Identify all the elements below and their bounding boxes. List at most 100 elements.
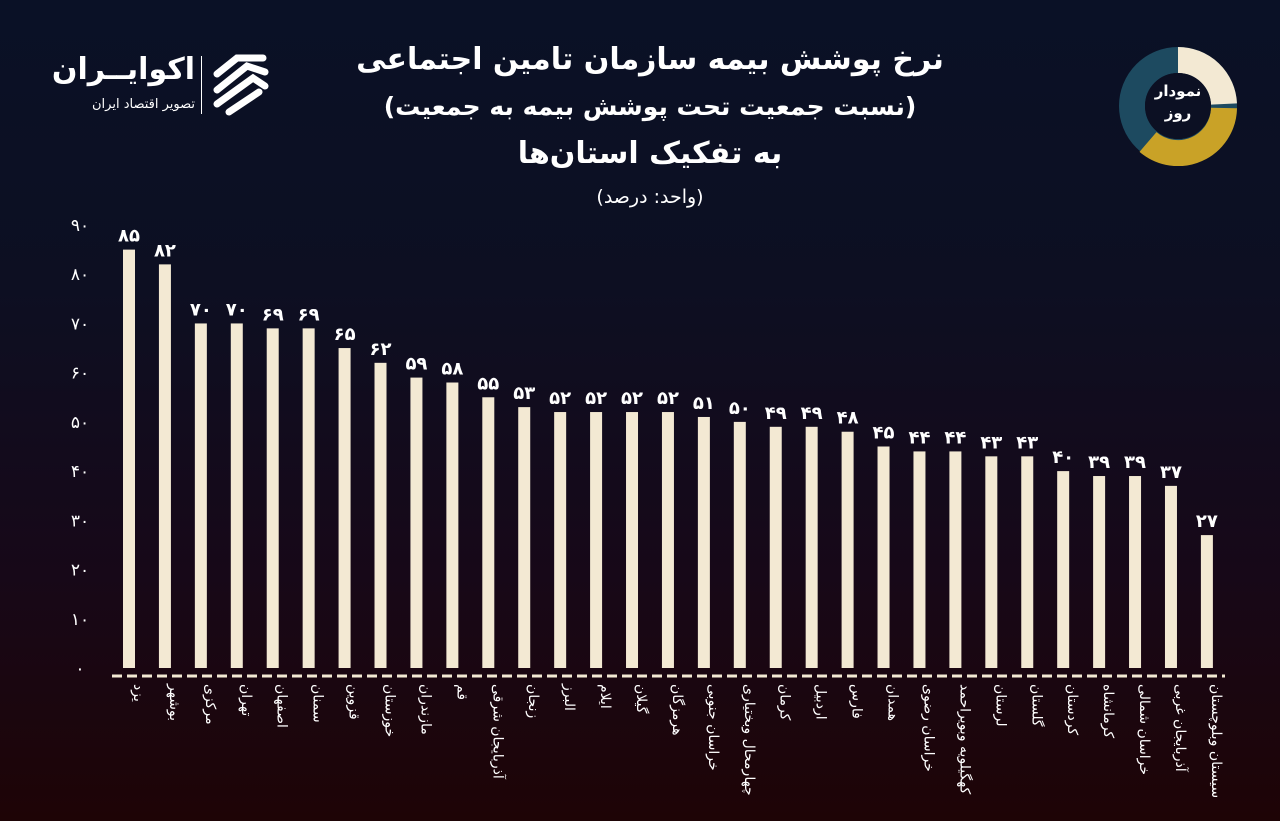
bar bbox=[482, 397, 495, 668]
data-label: ۴۴ bbox=[944, 427, 966, 448]
data-label: ۵۰ bbox=[729, 398, 751, 419]
y-tick-label: ۳۰ bbox=[71, 511, 89, 531]
data-label: ۵۲ bbox=[585, 388, 607, 409]
x-tick-label: لرستان bbox=[992, 684, 1008, 727]
data-label: ۳۷ bbox=[1160, 462, 1182, 483]
x-tick-label: مازندران bbox=[417, 684, 433, 735]
data-label: ۶۹ bbox=[298, 304, 320, 325]
data-label: ۷۰ bbox=[190, 299, 212, 320]
bar bbox=[661, 412, 674, 668]
bar bbox=[841, 431, 854, 668]
bar bbox=[626, 412, 639, 668]
y-tick-label: ۹۰ bbox=[71, 216, 89, 236]
data-label: ۴۹ bbox=[765, 403, 787, 424]
bar bbox=[266, 328, 279, 668]
x-tick-label: مرکزی bbox=[202, 684, 218, 725]
x-tick-label: چهارمحال وبختیاری bbox=[741, 684, 757, 796]
bar bbox=[1129, 476, 1142, 668]
x-tick-label: آذربایجان شرقی bbox=[489, 684, 506, 780]
bar bbox=[1200, 535, 1213, 668]
x-tick-label: اردبیل bbox=[813, 684, 829, 720]
bar bbox=[446, 382, 459, 668]
badge-line1: نمودار bbox=[1154, 82, 1202, 100]
bar bbox=[194, 323, 207, 668]
data-label: ۸۵ bbox=[118, 226, 140, 247]
bar bbox=[518, 407, 531, 668]
x-tick-label: کرمان bbox=[777, 684, 793, 721]
x-tick-label: زنجان bbox=[525, 684, 541, 718]
data-label: ۴۰ bbox=[1052, 447, 1074, 468]
x-tick-label: گیلان bbox=[633, 684, 650, 714]
data-label: ۷۰ bbox=[226, 299, 248, 320]
x-tick-label: یزد bbox=[130, 684, 146, 702]
logo-divider bbox=[201, 56, 202, 114]
data-label: ۲۷ bbox=[1196, 511, 1218, 532]
data-label: ۵۸ bbox=[441, 359, 463, 380]
x-tick-label: آذربایجان غربی bbox=[1172, 684, 1189, 773]
data-label: ۵۳ bbox=[513, 383, 535, 404]
chart-title: نرخ پوشش بیمه سازمان تامین اجتماعی bbox=[356, 42, 944, 77]
bar bbox=[302, 328, 315, 668]
x-tick-label: خراسان جنوبی bbox=[705, 684, 721, 771]
y-tick-label: ۵۰ bbox=[71, 413, 89, 433]
data-label: ۴۹ bbox=[801, 403, 823, 424]
data-label: ۶۹ bbox=[262, 304, 284, 325]
badge-text: نمودار روز bbox=[1138, 80, 1218, 124]
data-label: ۴۸ bbox=[837, 408, 859, 429]
y-tick-label: ۶۰ bbox=[71, 364, 89, 384]
x-tick-label: هرمزگان bbox=[669, 684, 686, 736]
x-tick-label: گلستان bbox=[1028, 684, 1045, 727]
data-label: ۵۱ bbox=[693, 393, 715, 414]
bar bbox=[230, 323, 243, 668]
bar bbox=[877, 446, 890, 668]
x-tick-label: کردستان bbox=[1064, 684, 1080, 735]
data-label: ۶۵ bbox=[334, 324, 356, 345]
x-tick-label: همدان bbox=[885, 684, 901, 721]
x-tick-label: کرمانشاه bbox=[1100, 684, 1116, 738]
bar bbox=[410, 377, 423, 668]
data-label: ۵۲ bbox=[621, 388, 643, 409]
unit-label: (واحد: درصد) bbox=[596, 186, 704, 208]
bar bbox=[1057, 471, 1070, 668]
x-tick-label: سیستان وبلوچستان bbox=[1208, 684, 1224, 798]
y-tick-label: ۲۰ bbox=[71, 561, 89, 581]
bar bbox=[158, 264, 171, 668]
bar bbox=[1021, 456, 1034, 668]
bar bbox=[949, 451, 962, 668]
data-label: ۶۲ bbox=[370, 339, 392, 360]
chart-subtitle: (نسبت جمعیت تحت پوشش بیمه به جمعیت) bbox=[383, 92, 917, 121]
bar bbox=[697, 416, 710, 668]
data-label: ۳۹ bbox=[1088, 452, 1110, 473]
x-tick-label: بوشهر bbox=[166, 683, 182, 721]
chart-subtitle-2: به تفکیک استان‌ها bbox=[517, 136, 783, 171]
bar bbox=[374, 362, 387, 668]
x-tick-label: خراسان رضوی bbox=[920, 684, 936, 772]
data-label: ۴۴ bbox=[908, 427, 930, 448]
data-label: ۵۵ bbox=[477, 373, 499, 394]
y-tick-label: ۸۰ bbox=[71, 265, 89, 285]
x-tick-label: فارس bbox=[849, 684, 865, 719]
x-tick-label: کهگیلویه وبویراحمد bbox=[956, 684, 973, 795]
data-label: ۴۵ bbox=[873, 423, 895, 444]
x-tick-label: البرز bbox=[561, 683, 577, 711]
x-tick-label: قزوین bbox=[346, 684, 362, 720]
y-tick-label: ۱۰ bbox=[71, 610, 89, 630]
data-label: ۸۲ bbox=[154, 240, 176, 261]
data-label: ۳۹ bbox=[1124, 452, 1146, 473]
logo-name: اکوایــران bbox=[51, 52, 195, 87]
x-tick-label: سمنان bbox=[310, 684, 326, 723]
logo-stripes-icon bbox=[213, 54, 269, 116]
bar bbox=[554, 412, 567, 668]
bar bbox=[733, 421, 746, 668]
data-label: ۵۲ bbox=[549, 388, 571, 409]
y-tick-label: ۴۰ bbox=[71, 462, 89, 482]
data-label: ۴۳ bbox=[1016, 432, 1038, 453]
bar bbox=[1093, 476, 1106, 668]
bar bbox=[590, 412, 603, 668]
y-tick-label: ۷۰ bbox=[71, 314, 89, 334]
badge-line2: روز bbox=[1164, 104, 1192, 122]
data-label: ۴۳ bbox=[980, 432, 1002, 453]
x-tick-label: ایلام bbox=[597, 684, 613, 709]
x-tick-label: قم bbox=[453, 684, 469, 700]
